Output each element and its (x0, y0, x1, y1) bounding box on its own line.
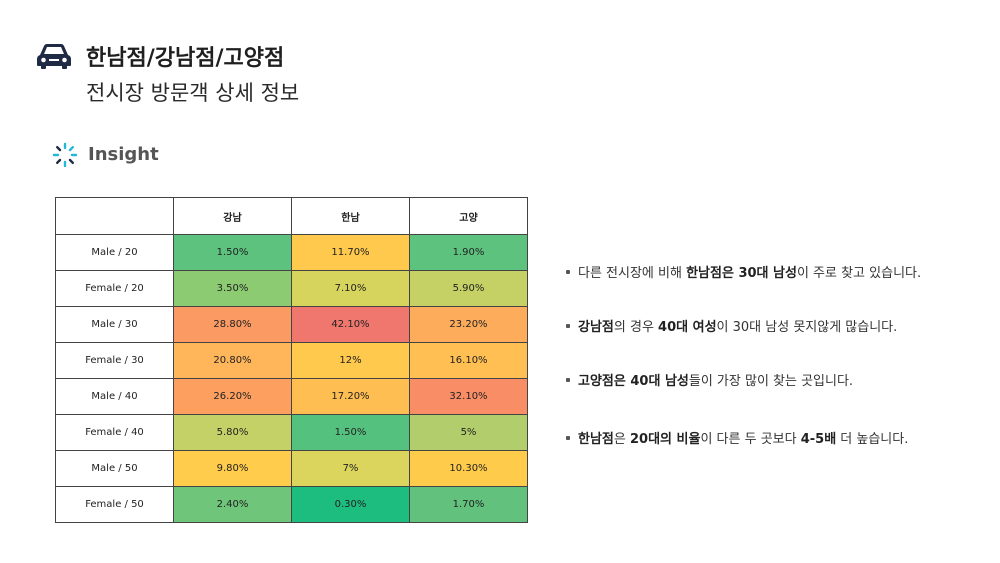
bullet-text: 의 경우 (613, 320, 659, 335)
table-cell: 28.80% (173, 306, 292, 343)
insight-bullet: 한남점은 20대의 비율이 다른 두 곳보다 4-5배 더 높습니다. (566, 428, 908, 447)
bullet-dot-icon (566, 323, 570, 328)
table-cell: 12% (291, 342, 410, 379)
table-cell: 9.80% (173, 450, 292, 487)
row-label: Female / 40 (55, 414, 174, 451)
table-cell: 32.10% (409, 378, 528, 415)
bullet-text: 이 주로 찾고 있습니다. (796, 266, 922, 281)
table-cell: 5.80% (173, 414, 292, 451)
table-cell: 10.30% (409, 450, 528, 487)
table-cell: 1.70% (409, 486, 528, 523)
table-cell: 17.20% (291, 378, 410, 415)
bullet-dot-icon (566, 435, 570, 440)
bullet-dot-icon (566, 377, 570, 382)
table-cell: 42.10% (291, 306, 410, 343)
table-row: Male / 30 28.80% 42.10% 23.20% (55, 306, 528, 343)
table-cell: 7% (291, 450, 410, 487)
table-cell: 20.80% (173, 342, 292, 379)
table-cell: 1.90% (409, 234, 528, 271)
table-row: Male / 40 26.20% 17.20% 32.10% (55, 378, 528, 415)
table-cell: 26.20% (173, 378, 292, 415)
bullet-emphasis: 20대의 비율 (629, 432, 701, 447)
table-row: Female / 30 20.80% 12% 16.10% (55, 342, 528, 379)
spinner-icon (52, 142, 78, 168)
page-subtitle: 전시장 방문객 상세 정보 (86, 81, 300, 105)
column-header-gangnam: 강남 (173, 197, 292, 235)
table-cell: 1.50% (291, 414, 410, 451)
insight-bullet: 다른 전시장에 비해 한남점은 30대 남성이 주로 찾고 있습니다. (566, 262, 921, 281)
bullet-emphasis: 4-5배 (800, 432, 837, 447)
table-row: Female / 50 2.40% 0.30% 1.70% (55, 486, 528, 523)
page-title: 한남점/강남점/고양점 (86, 46, 285, 71)
table-row: Female / 40 5.80% 1.50% 5% (55, 414, 528, 451)
row-label: Male / 30 (55, 306, 174, 343)
bullet-emphasis: 한남점은 30대 남성 (686, 266, 797, 281)
table-cell: 16.10% (409, 342, 528, 379)
column-header-hannam: 한남 (291, 197, 410, 235)
insight-label: Insight (88, 144, 159, 165)
table-cell: 23.20% (409, 306, 528, 343)
bullet-text: 은 (613, 432, 630, 447)
row-label: Female / 20 (55, 270, 174, 307)
table-row: Male / 50 9.80% 7% 10.30% (55, 450, 528, 487)
table-header-row: 강남 한남 고양 (55, 197, 528, 235)
table-cell: 1.50% (173, 234, 292, 271)
row-label: Male / 20 (55, 234, 174, 271)
insight-bullet: 고양점은 40대 남성들이 가장 많이 찾는 곳입니다. (566, 370, 853, 389)
row-label: Male / 40 (55, 378, 174, 415)
table-cell: 11.70% (291, 234, 410, 271)
table-row: Female / 20 3.50% 7.10% 5.90% (55, 270, 528, 307)
bullet-text: 더 높습니다. (836, 432, 909, 447)
table-cell: 0.30% (291, 486, 410, 523)
bullet-emphasis: 한남점 (578, 432, 614, 447)
bullet-text: 이 다른 두 곳보다 (700, 432, 801, 447)
table-corner-cell (55, 197, 174, 235)
bullet-emphasis: 고양점은 40대 남성 (578, 374, 689, 389)
row-label: Female / 30 (55, 342, 174, 379)
visitor-heatmap-table: 강남 한남 고양 Male / 20 1.50% 11.70% 1.90% Female… (55, 197, 528, 523)
insight-bullet: 강남점의 경우 40대 여성이 30대 남성 못지않게 많습니다. (566, 316, 897, 335)
table-cell: 5.90% (409, 270, 528, 307)
bullet-emphasis: 강남점 (578, 320, 614, 335)
column-header-goyang: 고양 (409, 197, 528, 235)
bullet-text: 이 30대 남성 못지않게 많습니다. (716, 320, 898, 335)
table-cell: 2.40% (173, 486, 292, 523)
row-label: Male / 50 (55, 450, 174, 487)
table-cell: 3.50% (173, 270, 292, 307)
row-label: Female / 50 (55, 486, 174, 523)
table-row: Male / 20 1.50% 11.70% 1.90% (55, 234, 528, 271)
car-icon (37, 44, 71, 69)
table-cell: 5% (409, 414, 528, 451)
table-cell: 7.10% (291, 270, 410, 307)
bullet-text: 들이 가장 많이 찾는 곳입니다. (688, 374, 854, 389)
bullet-dot-icon (566, 269, 570, 274)
bullet-emphasis: 40대 여성 (658, 320, 717, 335)
bullet-text: 다른 전시장에 비해 (578, 266, 687, 281)
